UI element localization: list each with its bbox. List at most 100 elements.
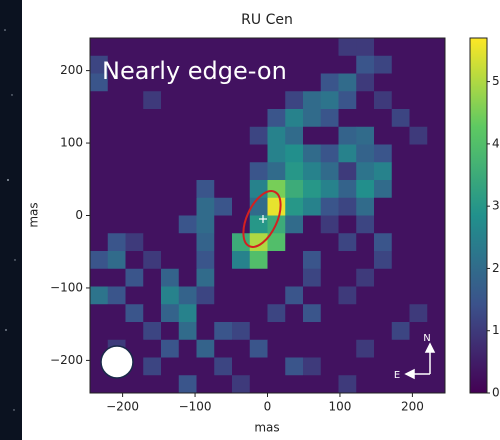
heatmap-cell [90, 38, 108, 56]
heatmap-cell [374, 287, 392, 305]
heatmap-cell [268, 38, 286, 56]
heatmap-cell [214, 375, 232, 393]
heatmap-cell [197, 180, 215, 198]
heatmap-cell [410, 233, 428, 251]
colorbar-tick-label: 4 [492, 136, 500, 150]
heatmap-cell [250, 340, 268, 358]
heatmap-cell [339, 198, 357, 216]
heatmap-cell [250, 162, 268, 180]
heatmap-cell [143, 127, 161, 145]
heatmap-cell [90, 322, 108, 340]
heatmap-cell [356, 74, 374, 92]
heatmap-cell [339, 38, 357, 56]
heatmap-cell [161, 127, 179, 145]
heatmap-cell [356, 287, 374, 305]
heatmap-cell [303, 38, 321, 56]
heatmap-cell [197, 216, 215, 234]
heatmap-cell [268, 375, 286, 393]
heatmap-cell [285, 233, 303, 251]
heatmap-cell [161, 145, 179, 163]
heatmap-cell [197, 375, 215, 393]
heatmap-cell [161, 38, 179, 56]
heatmap-cell [339, 251, 357, 269]
heatmap-cell [197, 198, 215, 216]
heatmap-cell [392, 162, 410, 180]
heatmap-cell [126, 145, 144, 163]
heatmap-cell [410, 198, 428, 216]
heatmap-cell [197, 127, 215, 145]
heatmap-cell [232, 109, 250, 127]
heatmap-cell [392, 322, 410, 340]
x-tick-label: 0 [264, 400, 272, 414]
heatmap-cell [268, 198, 286, 216]
heatmap-cell [232, 269, 250, 287]
heatmap-cell [392, 91, 410, 109]
heatmap-cell [232, 287, 250, 305]
heatmap-cell [303, 304, 321, 322]
heatmap-cell [427, 74, 445, 92]
heatmap-cell [232, 375, 250, 393]
heatmap-cell [374, 375, 392, 393]
heatmap-cell [161, 340, 179, 358]
heatmap-cell [374, 127, 392, 145]
heatmap-cell [108, 304, 126, 322]
heatmap-cell [374, 180, 392, 198]
heatmap-cell [410, 127, 428, 145]
heatmap-cell [108, 322, 126, 340]
heatmap-cell [232, 127, 250, 145]
heatmap-cell [268, 304, 286, 322]
heatmap-cell [285, 251, 303, 269]
heatmap-cell [374, 269, 392, 287]
heatmap-cell [126, 127, 144, 145]
heatmap-cell [126, 233, 144, 251]
heatmap-cell [285, 216, 303, 234]
heatmap-cell [356, 216, 374, 234]
heatmap-cell [392, 145, 410, 163]
heatmap-cell [339, 358, 357, 376]
heatmap-cell [108, 233, 126, 251]
heatmap-cell [108, 38, 126, 56]
heatmap-cell [392, 251, 410, 269]
beam [101, 346, 133, 378]
y-tick-label: 100 [60, 136, 83, 150]
heatmap-cell [321, 304, 339, 322]
heatmap-cell [232, 233, 250, 251]
heatmap-cell [268, 251, 286, 269]
heatmap-cell [321, 216, 339, 234]
heatmap-cell [321, 269, 339, 287]
heatmap-cell [90, 216, 108, 234]
heatmap-cell [126, 109, 144, 127]
heatmap-cell [374, 145, 392, 163]
heatmap-cell [268, 109, 286, 127]
heatmap-cell [250, 216, 268, 234]
heatmap-cell [232, 358, 250, 376]
heatmap-cell [126, 180, 144, 198]
heatmap-cell [90, 91, 108, 109]
heatmap-cell [339, 109, 357, 127]
heatmap-cell [108, 180, 126, 198]
heatmap-cell [90, 304, 108, 322]
heatmap-cell [161, 233, 179, 251]
heatmap-cell [427, 127, 445, 145]
heatmap-cell [250, 145, 268, 163]
heatmap-cell [410, 162, 428, 180]
heatmap-cell [392, 233, 410, 251]
heatmap-cell [356, 251, 374, 269]
heatmap-cell [197, 38, 215, 56]
heatmap-cell [126, 162, 144, 180]
heatmap-cell [197, 162, 215, 180]
heatmap-cell [339, 287, 357, 305]
heatmap-cell [197, 358, 215, 376]
heatmap-cell [179, 304, 197, 322]
heatmap-cell [126, 375, 144, 393]
heatmap-cell [268, 145, 286, 163]
heatmap-cell [232, 38, 250, 56]
heatmap-cell [321, 127, 339, 145]
heatmap-cell [427, 304, 445, 322]
heatmap-cell [392, 216, 410, 234]
heatmap-cell [126, 322, 144, 340]
heatmap-cell [392, 340, 410, 358]
heatmap-cell [427, 198, 445, 216]
heatmap-cell [285, 340, 303, 358]
heatmap-cell [321, 56, 339, 74]
